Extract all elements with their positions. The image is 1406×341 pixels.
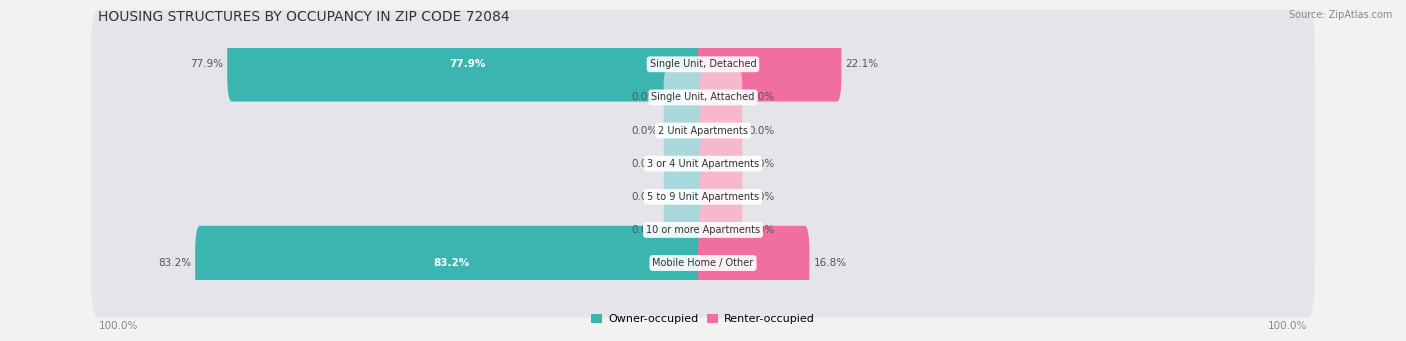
Text: 0.0%: 0.0% <box>631 192 658 202</box>
Text: 0.0%: 0.0% <box>631 125 658 136</box>
Text: 22.1%: 22.1% <box>845 59 879 69</box>
FancyBboxPatch shape <box>91 76 1315 185</box>
FancyBboxPatch shape <box>700 103 742 158</box>
FancyBboxPatch shape <box>699 226 810 300</box>
FancyBboxPatch shape <box>699 27 841 102</box>
FancyBboxPatch shape <box>700 169 742 224</box>
Text: Mobile Home / Other: Mobile Home / Other <box>652 258 754 268</box>
Text: 77.9%: 77.9% <box>190 59 224 69</box>
FancyBboxPatch shape <box>664 103 706 158</box>
Text: Single Unit, Attached: Single Unit, Attached <box>651 92 755 102</box>
FancyBboxPatch shape <box>91 10 1315 119</box>
Text: HOUSING STRUCTURES BY OCCUPANCY IN ZIP CODE 72084: HOUSING STRUCTURES BY OCCUPANCY IN ZIP C… <box>98 10 510 24</box>
FancyBboxPatch shape <box>91 142 1315 251</box>
Text: 10 or more Apartments: 10 or more Apartments <box>645 225 761 235</box>
Text: 0.0%: 0.0% <box>748 225 775 235</box>
Text: 77.9%: 77.9% <box>450 59 485 69</box>
Text: 16.8%: 16.8% <box>814 258 846 268</box>
FancyBboxPatch shape <box>700 136 742 191</box>
FancyBboxPatch shape <box>91 43 1315 152</box>
FancyBboxPatch shape <box>664 203 706 257</box>
Text: 83.2%: 83.2% <box>433 258 470 268</box>
FancyBboxPatch shape <box>700 203 742 257</box>
FancyBboxPatch shape <box>91 109 1315 218</box>
FancyBboxPatch shape <box>664 70 706 125</box>
FancyBboxPatch shape <box>664 169 706 224</box>
FancyBboxPatch shape <box>91 209 1315 317</box>
Text: 100.0%: 100.0% <box>1268 321 1308 330</box>
Text: 100.0%: 100.0% <box>98 321 138 330</box>
Text: Source: ZipAtlas.com: Source: ZipAtlas.com <box>1288 10 1392 20</box>
Text: 0.0%: 0.0% <box>748 159 775 169</box>
Text: Single Unit, Detached: Single Unit, Detached <box>650 59 756 69</box>
Text: 0.0%: 0.0% <box>748 125 775 136</box>
FancyBboxPatch shape <box>664 136 706 191</box>
Text: 0.0%: 0.0% <box>631 159 658 169</box>
FancyBboxPatch shape <box>91 175 1315 284</box>
Text: 83.2%: 83.2% <box>157 258 191 268</box>
Text: 3 or 4 Unit Apartments: 3 or 4 Unit Apartments <box>647 159 759 169</box>
Text: 0.0%: 0.0% <box>748 192 775 202</box>
Text: 5 to 9 Unit Apartments: 5 to 9 Unit Apartments <box>647 192 759 202</box>
Text: 0.0%: 0.0% <box>748 92 775 102</box>
Legend: Owner-occupied, Renter-occupied: Owner-occupied, Renter-occupied <box>586 309 820 329</box>
FancyBboxPatch shape <box>228 27 707 102</box>
Text: 0.0%: 0.0% <box>631 92 658 102</box>
FancyBboxPatch shape <box>700 70 742 125</box>
FancyBboxPatch shape <box>195 226 707 300</box>
Text: 2 Unit Apartments: 2 Unit Apartments <box>658 125 748 136</box>
Text: 0.0%: 0.0% <box>631 225 658 235</box>
